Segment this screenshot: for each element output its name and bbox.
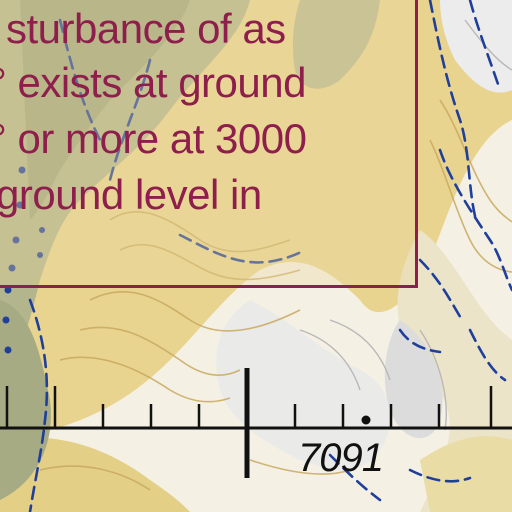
stream <box>418 258 464 322</box>
intermittent-streams <box>28 0 512 512</box>
contour-line <box>429 139 512 273</box>
stream <box>438 148 512 292</box>
contour-line <box>89 290 301 332</box>
stream-dot <box>18 166 26 174</box>
stream <box>408 468 472 483</box>
stream <box>468 0 502 92</box>
stream <box>28 298 49 512</box>
stream <box>398 328 442 354</box>
stream-dot <box>39 227 45 233</box>
stream-dot <box>2 316 10 324</box>
contour-line <box>59 356 231 403</box>
vegetation-green-top <box>292 0 380 89</box>
contour-line <box>39 465 151 491</box>
spot-elevation-label: 7091 <box>298 436 384 480</box>
vegetation-green-dark <box>20 0 190 220</box>
contour-line <box>464 19 512 71</box>
terrain-tan-lower-right <box>420 436 512 512</box>
contour-line <box>419 329 447 431</box>
notice-line-1: sturbance of as <box>6 5 286 52</box>
contour-line <box>249 459 351 475</box>
contour-line <box>79 326 241 376</box>
stream-dot <box>16 201 24 209</box>
notice-line-2: ° exists at ground <box>0 59 306 106</box>
contour-line <box>109 210 291 253</box>
relief-shade-right <box>384 320 443 439</box>
dotted-stream <box>2 166 45 354</box>
stream <box>328 453 382 502</box>
vegetation-green-lower-left <box>0 300 51 500</box>
relief-shade-top-right <box>440 0 512 93</box>
contour-line <box>329 319 391 381</box>
contour-line <box>299 329 361 391</box>
airspace-notice-box <box>0 0 418 288</box>
scale-bar <box>0 368 512 478</box>
stream <box>58 18 102 142</box>
notice-line-4: ground level in <box>0 171 262 218</box>
stream-dot <box>8 264 16 272</box>
contour-lines-tan <box>39 99 512 491</box>
stream-dot <box>4 286 12 294</box>
stream-dot <box>12 236 20 244</box>
spot-elevation-marker[interactable] <box>361 415 371 425</box>
stream <box>108 58 152 182</box>
stream-dot <box>37 252 43 258</box>
stream-dot <box>4 346 12 354</box>
stream <box>178 233 307 264</box>
contour-lines-grey <box>299 19 512 431</box>
terrain-tan-lower <box>0 437 190 512</box>
stream <box>428 0 478 222</box>
stream <box>468 328 507 382</box>
contour-line <box>439 99 512 223</box>
notice-line-3: ° or more at 3000 <box>0 115 307 162</box>
contour-line <box>119 244 301 281</box>
